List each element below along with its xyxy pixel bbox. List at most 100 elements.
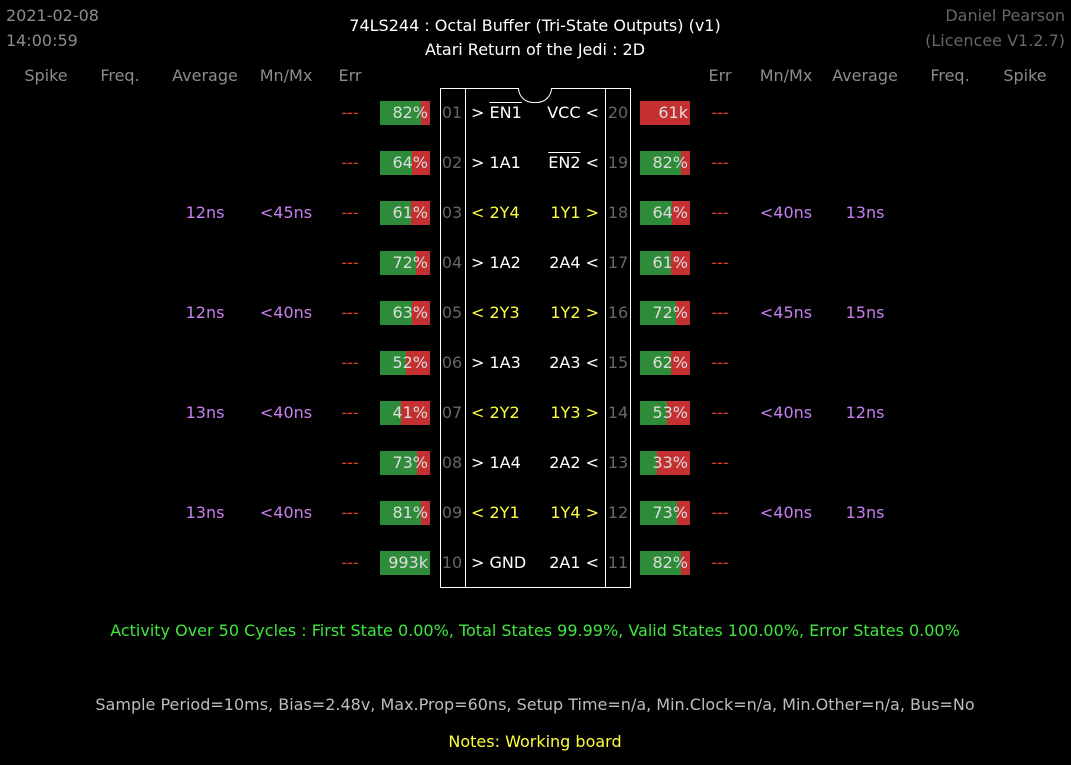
activity-bar-remainder [400,401,430,425]
activity-bar-label: 81% [392,503,428,522]
activity-bar-label: 72% [392,253,428,272]
error-indicator: --- [341,253,359,272]
pin-name: 2A4 [549,253,581,272]
activity-bar-label: 63% [392,303,428,322]
activity-summary: Activity Over 50 Cycles : First State 0.… [110,621,960,640]
activity-bar: 63% [380,301,430,325]
activity-bar-remainder [656,451,690,475]
notes-label: Notes: Working board [448,732,622,751]
pin-direction: < [580,103,599,122]
pin-direction: < [471,203,490,222]
error-indicator: --- [711,203,729,222]
pin-label: 1Y4 > [550,503,599,523]
error-indicator: --- [711,153,729,172]
minmax-time: <40ns [759,203,813,222]
average-time: 15ns [845,303,885,322]
col-header-right-freq: Freq. [930,66,970,85]
activity-bar-remainder [672,201,690,225]
activity-bar-remainder [412,151,430,175]
activity-bar-fill [640,351,671,375]
pin-direction: < [471,303,490,322]
col-header-left-mnmx: Mn/Mx [259,66,313,85]
minmax-time: <45ns [259,203,313,222]
pin-label: 2A3 < [549,353,599,373]
pin-label: 2A4 < [549,253,599,273]
activity-bar-label: 82% [392,103,428,122]
pin-label: < 2Y4 [471,203,520,223]
activity-bar-fill [380,151,412,175]
activity-bar: 64% [640,201,690,225]
activity-bar-label: 52% [392,353,428,372]
pin-direction: < [580,553,599,572]
pin-number: 13 [607,453,629,472]
activity-bar: 82% [640,551,690,575]
author-label: Daniel Pearson [945,6,1065,25]
pin-direction: > [471,453,490,472]
date-label: 2021-02-08 [6,6,99,25]
pin-name: 2Y2 [489,403,520,422]
error-indicator: --- [341,453,359,472]
error-indicator: --- [341,103,359,122]
pin-number: 16 [607,303,629,322]
error-indicator: --- [341,353,359,372]
activity-bar-fill [380,251,416,275]
pin-label: 1Y1 > [550,203,599,223]
activity-bar-label: 64% [392,153,428,172]
minmax-time: <40ns [759,403,813,422]
error-indicator: --- [711,553,729,572]
pin-number: 08 [441,453,463,472]
pin-label: > EN1 [471,103,522,123]
activity-bar-remainder [640,101,690,125]
activity-bar: 62% [640,351,690,375]
pin-label: > 1A3 [471,353,521,373]
activity-bar-remainder [411,301,430,325]
activity-bar-label: 61% [392,203,428,222]
activity-bar-label: 82% [652,553,688,572]
error-indicator: --- [711,103,729,122]
activity-bar: 73% [380,451,430,475]
activity-bar-fill [640,451,657,475]
pin-label: EN2 < [548,153,599,173]
pin-name: 2A3 [549,353,581,372]
minmax-time: <40ns [259,303,313,322]
activity-bar-fill [380,301,412,325]
pin-direction: < [471,403,490,422]
pin-name: 2Y1 [489,503,520,522]
activity-bar-fill [640,151,681,175]
pin-direction: < [471,503,490,522]
activity-bar: 61k [640,101,690,125]
average-time: 12ns [185,303,225,322]
activity-bar: 993k [380,551,430,575]
pin-label: > 1A4 [471,453,521,473]
activity-bar: 82% [640,151,690,175]
error-indicator: --- [711,503,729,522]
error-indicator: --- [711,453,729,472]
error-indicator: --- [711,353,729,372]
pin-label: > GND [471,553,526,573]
activity-bar: 53% [640,401,690,425]
pin-name: 2A2 [549,453,581,472]
minmax-time: <45ns [759,303,813,322]
error-indicator: --- [341,553,359,572]
minmax-time: <40ns [259,403,313,422]
pin-name: 2Y4 [489,203,520,222]
activity-bar-remainder [681,151,690,175]
error-indicator: --- [341,203,359,222]
activity-bar-remainder [671,351,690,375]
pin-direction: > [580,503,599,522]
average-time: 12ns [185,203,225,222]
licence-label: (Licencee V1.2.7) [925,31,1065,50]
pin-name: 1A4 [489,453,521,472]
activity-bar: 81% [380,501,430,525]
col-header-left-freq: Freq. [100,66,140,85]
col-header-right-spike: Spike [1003,66,1047,85]
pin-name: GND [489,553,527,572]
activity-bar-label: 53% [652,403,688,422]
activity-bar-fill [380,451,417,475]
average-time: 13ns [845,503,885,522]
col-header-right-average: Average [832,66,898,85]
pin-direction: > [471,103,490,122]
activity-bar: 33% [640,451,690,475]
activity-bar: 72% [640,301,690,325]
activity-bar-label: 82% [652,153,688,172]
